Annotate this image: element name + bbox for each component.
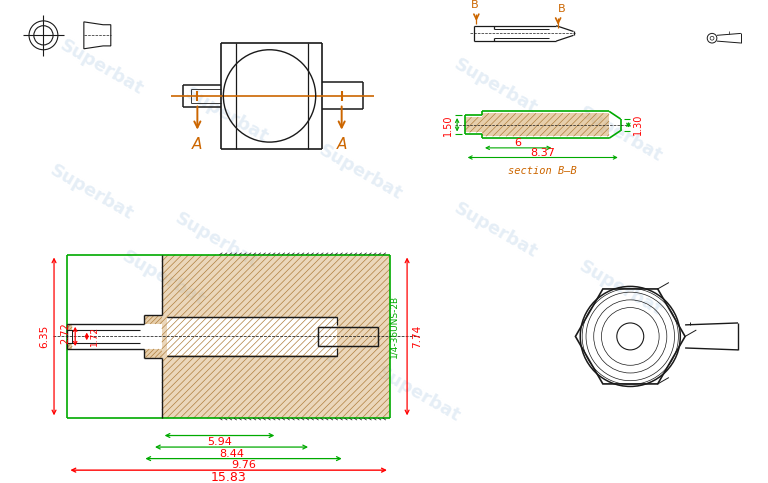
- Text: 2.72: 2.72: [61, 323, 71, 344]
- Text: section B—B: section B—B: [508, 166, 577, 176]
- Text: Superbat: Superbat: [119, 248, 209, 310]
- Text: Superbat: Superbat: [56, 36, 146, 98]
- Text: Superbat: Superbat: [249, 305, 339, 368]
- Text: Superbat: Superbat: [451, 55, 541, 117]
- Text: 8.37: 8.37: [530, 148, 555, 157]
- Bar: [68, 343, 72, 349]
- Text: A: A: [336, 137, 347, 152]
- Text: 5.94: 5.94: [207, 437, 232, 447]
- Bar: [482, 113, 609, 136]
- Text: Superbat: Superbat: [451, 199, 541, 262]
- Text: 9.76: 9.76: [231, 460, 256, 470]
- Bar: [162, 255, 390, 418]
- Text: Superbat: Superbat: [316, 142, 406, 204]
- Text: 6: 6: [515, 138, 521, 148]
- Text: 7.74: 7.74: [412, 325, 422, 348]
- Text: B: B: [471, 0, 478, 10]
- Bar: [144, 349, 162, 357]
- Text: 1.30: 1.30: [633, 114, 643, 135]
- Text: 6.35: 6.35: [39, 325, 49, 348]
- Text: Superbat: Superbat: [576, 103, 666, 166]
- Text: 8.44: 8.44: [219, 449, 244, 459]
- Text: Superbat: Superbat: [576, 257, 666, 319]
- Text: A: A: [192, 137, 203, 152]
- Bar: [144, 315, 162, 324]
- Bar: [68, 324, 72, 330]
- Text: 15.83: 15.83: [210, 471, 247, 483]
- Text: Superbat: Superbat: [374, 363, 464, 425]
- Text: Superbat: Superbat: [172, 209, 261, 271]
- Text: Superbat: Superbat: [181, 84, 271, 146]
- Text: Superbat: Superbat: [47, 161, 137, 223]
- Text: B: B: [558, 4, 566, 14]
- Text: 1/4-36UNS-2B: 1/4-36UNS-2B: [389, 295, 398, 358]
- Bar: [465, 117, 482, 132]
- Text: 1.50: 1.50: [442, 114, 452, 136]
- Text: 1.72: 1.72: [90, 327, 99, 346]
- Bar: [167, 318, 337, 355]
